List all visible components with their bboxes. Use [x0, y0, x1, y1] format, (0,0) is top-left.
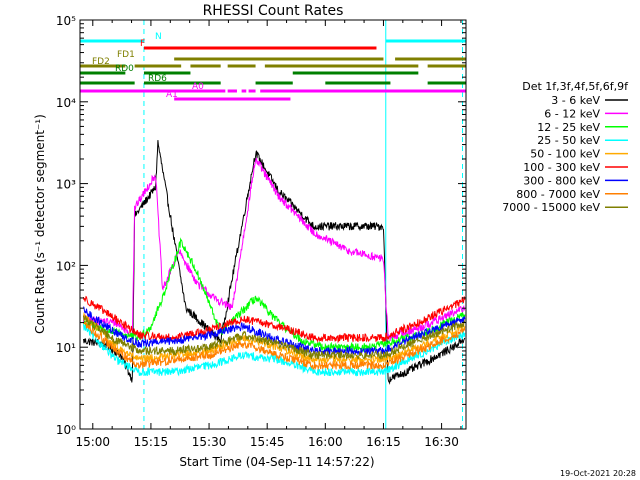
series-line — [83, 320, 466, 371]
y-axis-label: Count Rate (s⁻¹ detector segment⁻¹) — [33, 114, 47, 334]
flag-label: RD6 — [148, 74, 167, 84]
x-tick-label: 16:00 — [308, 435, 343, 449]
flag-label: FD1 — [117, 50, 135, 60]
legend-label: 800 - 7000 keV — [516, 188, 600, 201]
x-tick-label: 16:15 — [366, 435, 401, 449]
flag-label: A1 — [166, 90, 178, 100]
legend-label: 3 - 6 keV — [551, 94, 600, 107]
legend-label: 7000 - 15000 keV — [502, 201, 600, 214]
series-group — [83, 140, 466, 385]
x-tick-label: 15:00 — [75, 435, 110, 449]
x-tick-label: 15:15 — [134, 435, 169, 449]
legend-label: 300 - 800 keV — [523, 174, 600, 187]
series-line — [83, 315, 466, 360]
series-line — [83, 140, 466, 385]
vertical-markers — [80, 20, 464, 429]
legend-title: Det 1f,3f,4f,5f,6f,9f — [522, 80, 629, 93]
series-line — [83, 311, 466, 365]
y-tick-label: 10⁵ — [56, 14, 76, 28]
legend-label: 12 - 25 keV — [537, 121, 600, 134]
x-tick-label: 16:30 — [424, 435, 459, 449]
y-tick-label: 10⁰ — [56, 423, 76, 437]
x-tick-label: 15:30 — [192, 435, 227, 449]
flag-label: N — [155, 32, 162, 42]
chart-title: RHESSI Count Rates — [203, 3, 344, 19]
legend-label: 50 - 100 keV — [530, 148, 600, 161]
flag-label: FD2 — [92, 57, 110, 67]
legend-label: 100 - 300 keV — [523, 161, 600, 174]
flag-label: F — [140, 39, 145, 49]
series-line — [83, 237, 466, 353]
y-tick-label: 10¹ — [56, 341, 76, 355]
series-line — [83, 306, 466, 356]
x-axis-label: Start Time (04-Sep-11 14:57:22) — [179, 455, 374, 469]
legend-label: 25 - 50 keV — [537, 134, 600, 147]
flag-label: A0 — [192, 82, 204, 92]
flag-bars: NF FD1 FD2 RD0 RD6 A0 A1 — [80, 32, 466, 101]
series-line — [83, 295, 466, 344]
y-tick-label: 10⁴ — [56, 96, 76, 110]
x-axis: 15:00 15:15 15:30 15:45 16:00 16:15 16:30 — [75, 20, 462, 449]
plot-frame — [79, 19, 467, 430]
footer-date: 19-Oct-2021 20:28 — [560, 469, 636, 478]
series-line — [83, 323, 466, 377]
legend-label: 6 - 12 keV — [544, 107, 600, 120]
flag-label: RD0 — [115, 64, 134, 74]
y-tick-label: 10² — [56, 259, 76, 273]
y-tick-label: 10³ — [56, 178, 76, 192]
series-line — [83, 157, 466, 341]
y-axis: 10⁰ 10¹ 10² 10³ 10⁴ 10⁵ — [56, 14, 466, 437]
x-tick-label: 15:45 — [250, 435, 285, 449]
